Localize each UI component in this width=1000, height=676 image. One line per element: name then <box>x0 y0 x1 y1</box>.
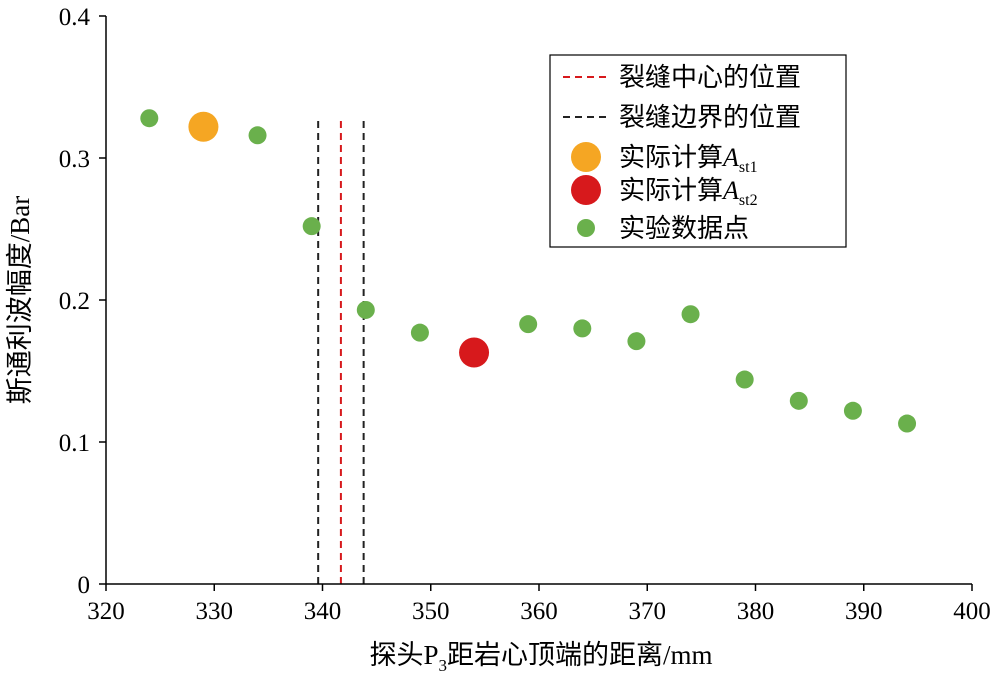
y-tick-label: 0.3 <box>59 146 90 173</box>
x-tick-label: 320 <box>87 598 125 625</box>
data-point <box>789 391 808 410</box>
x-tick-label: 360 <box>520 598 558 625</box>
x-axis-title-subscript: 3 <box>439 656 448 675</box>
data-point <box>681 305 700 324</box>
y-tick-label: 0 <box>78 572 91 599</box>
x-tick-label: 400 <box>953 598 991 625</box>
data-point <box>843 401 862 420</box>
x-tick-label: 380 <box>737 598 775 625</box>
x-tick-label: 370 <box>629 598 667 625</box>
data-point <box>248 126 267 145</box>
data-point <box>410 323 429 342</box>
legend-label-boundary-line: 裂缝边界的位置 <box>619 103 801 132</box>
legend-swatch-ast2 <box>571 175 601 205</box>
data-point <box>898 414 917 433</box>
axis-ticks: 320 330 340 350 360 370 380 390 400 0 0.1 0.2 0.3 0.4 <box>59 4 991 625</box>
x-tick-label: 390 <box>845 598 883 625</box>
legend-label-ast2: 实际计算Ast2 <box>619 176 758 209</box>
legend-label-ast1: 实际计算Ast1 <box>619 143 758 176</box>
x-tick-label: 330 <box>196 598 234 625</box>
y-tick-label: 0.1 <box>59 430 90 457</box>
legend-label-data-points: 实验数据点 <box>619 214 749 243</box>
plot-area <box>140 109 917 584</box>
legend-label-center-line: 裂缝中心的位置 <box>619 63 801 92</box>
data-point <box>140 109 159 128</box>
data-point <box>519 315 538 334</box>
data-point <box>356 300 375 319</box>
x-axis-title: 探头P3距岩心顶端的距离/mm <box>369 640 712 675</box>
x-tick-label: 340 <box>304 598 342 625</box>
data-point <box>735 370 754 389</box>
data-point <box>627 332 646 351</box>
x-tick-label: 350 <box>412 598 450 625</box>
legend-swatch-data-points <box>577 219 595 237</box>
legend: 裂缝中心的位置 裂缝边界的位置 实际计算Ast1 实际计算Ast2 实验数据点 <box>549 54 847 248</box>
y-tick-label: 0.4 <box>59 4 91 31</box>
data-point <box>573 319 592 338</box>
y-tick-label: 0.2 <box>59 288 90 315</box>
data-point <box>302 217 321 236</box>
ast1-point <box>188 111 219 142</box>
ast2-point <box>459 337 490 368</box>
legend-swatch-ast1 <box>571 142 601 172</box>
y-axis-title: 斯通利波幅度/Bar <box>5 196 35 405</box>
